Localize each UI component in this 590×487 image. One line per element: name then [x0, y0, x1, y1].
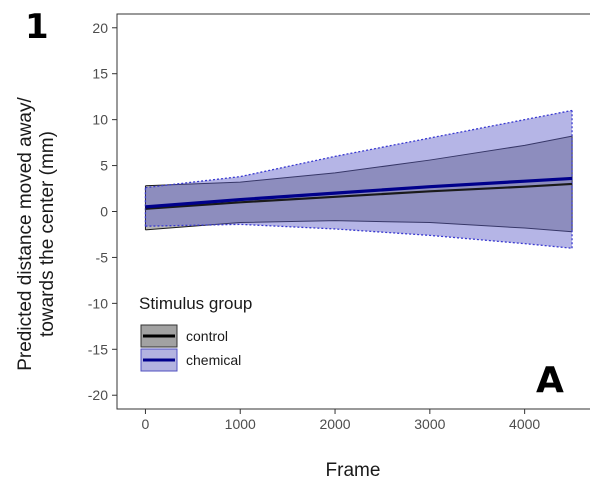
y-tick-label: 15 — [92, 66, 108, 82]
band-edge-upper-control — [145, 135, 573, 187]
y-axis-ticks: -20 -15 -10 -5 0 5 10 15 20 — [88, 20, 117, 403]
x-tick-label: 3000 — [414, 416, 445, 432]
legend-label-chemical: chemical — [186, 352, 241, 368]
y-tick-label: -10 — [88, 295, 108, 311]
series-lines — [145, 176, 573, 210]
legend: Stimulus group control chemical — [139, 294, 252, 372]
band-control — [145, 136, 573, 232]
legend-entry-control: control — [140, 324, 228, 348]
y-tick-label: 5 — [100, 158, 108, 174]
legend-label-control: control — [186, 328, 228, 344]
series-line-control — [145, 182, 573, 210]
confidence-bands — [144, 109, 573, 249]
x-tick-label: 0 — [142, 416, 150, 432]
x-tick-label: 4000 — [509, 416, 540, 432]
y-tick-label: -5 — [96, 249, 109, 265]
band-chemical — [145, 110, 573, 249]
x-axis-title: Frame — [326, 460, 381, 481]
y-tick-label: 0 — [100, 204, 108, 220]
y-tick-label: 10 — [92, 112, 108, 128]
series-line-chemical — [145, 176, 573, 209]
band-edge-lower-chemical — [145, 223, 573, 249]
panel-number: 1 — [25, 7, 49, 47]
y-axis-title: Predicted distance moved away/ towards t… — [15, 97, 58, 371]
y-axis-title-line-1: Predicted distance moved away/ — [15, 97, 36, 371]
band-edge-lower-control — [145, 220, 573, 233]
x-axis-ticks: 0 1000 2000 3000 4000 — [142, 409, 540, 432]
legend-title: Stimulus group — [139, 294, 252, 313]
x-tick-label: 2000 — [319, 416, 350, 432]
y-tick-label: 20 — [92, 20, 108, 36]
y-tick-label: -20 — [88, 387, 108, 403]
panel-letter: A — [536, 360, 564, 401]
legend-entry-chemical: chemical — [140, 348, 241, 372]
band-edge-upper-chemical — [145, 109, 573, 189]
y-axis-title-line-2: towards the center (mm) — [37, 131, 58, 337]
x-tick-label: 1000 — [225, 416, 256, 432]
y-tick-label: -15 — [88, 341, 108, 357]
